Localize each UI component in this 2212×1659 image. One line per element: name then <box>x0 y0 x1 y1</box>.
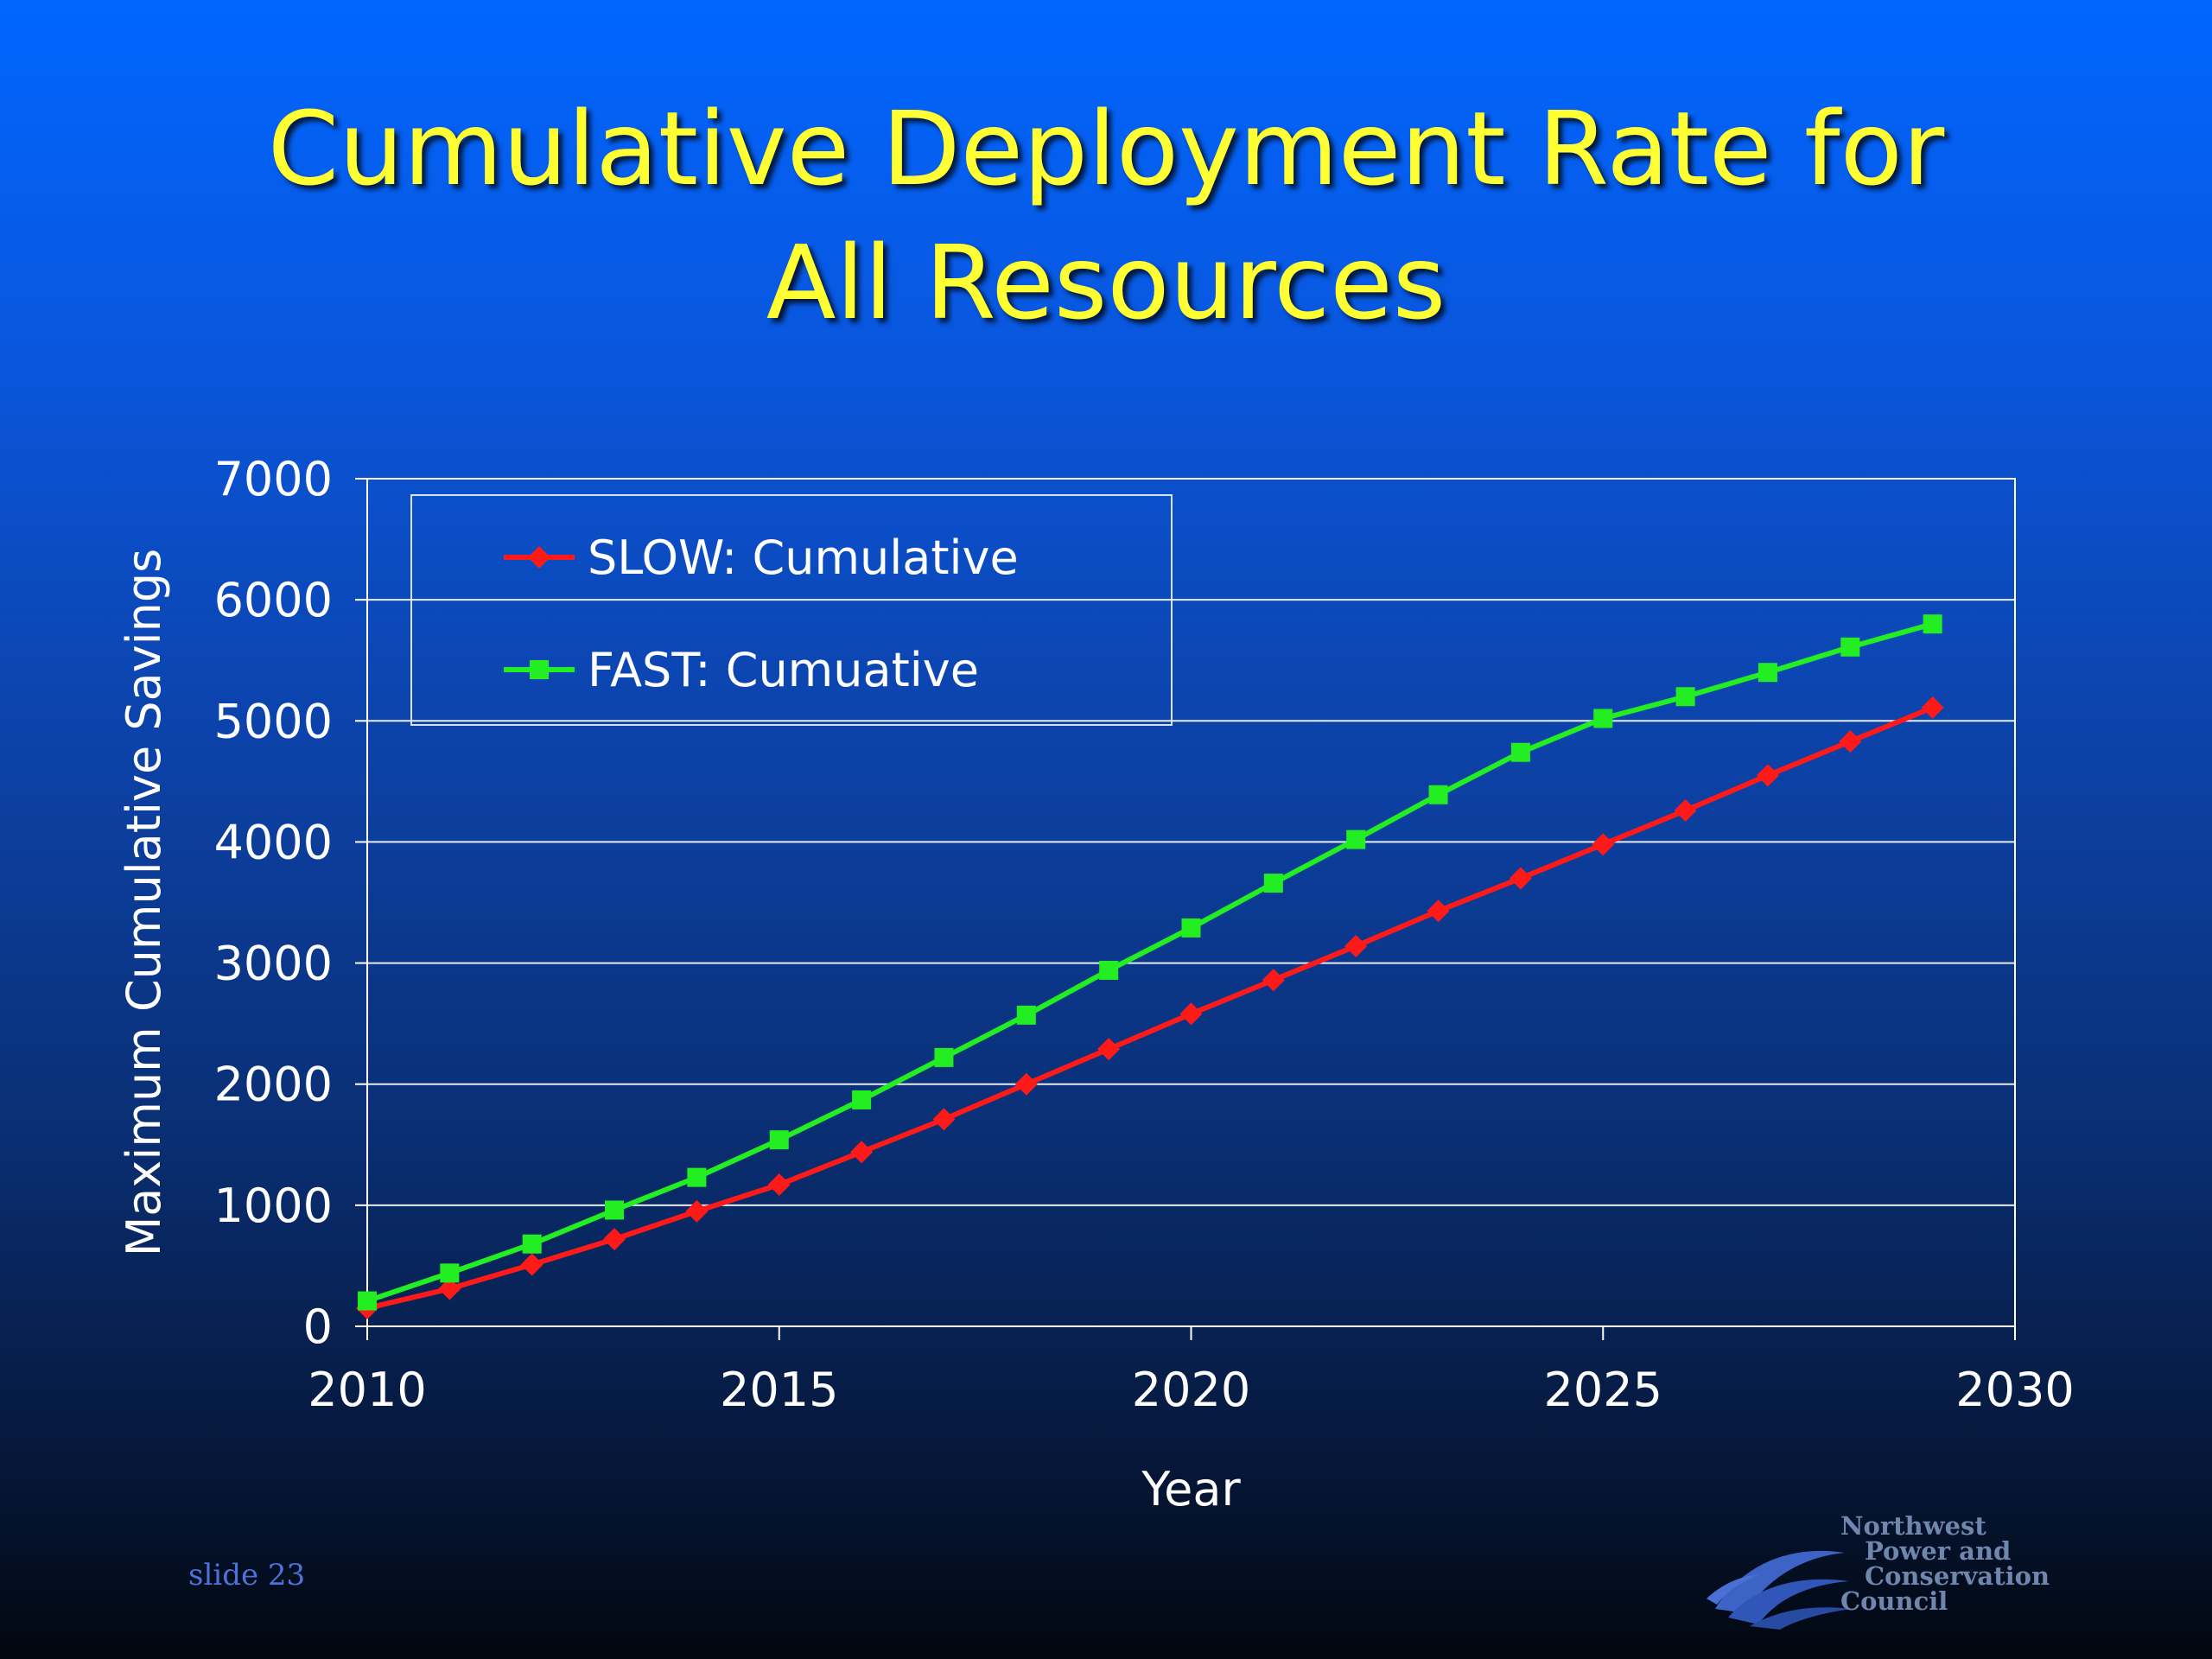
data-point <box>1263 874 1283 893</box>
legend-swatch-marker <box>528 546 550 569</box>
slide-title-line-2: All Resources <box>766 223 1446 342</box>
data-point <box>1427 899 1450 923</box>
series-slow <box>356 696 1944 1319</box>
data-point <box>1593 709 1613 728</box>
data-point <box>522 1234 542 1254</box>
data-point <box>438 1277 461 1300</box>
x-tick-label: 2010 <box>308 1363 426 1417</box>
logo-line-3: Conservation <box>1865 1561 2050 1591</box>
data-point <box>1344 934 1368 957</box>
data-point <box>1181 918 1201 938</box>
legend-label: FAST: Cumuative <box>588 643 979 697</box>
axis-ticks: 0 1000 2000 3000 4000 5000 6000 7000 2010 2015 202… <box>214 452 2075 1417</box>
logo-line-4: Council <box>1840 1586 1948 1616</box>
data-point <box>1921 696 1944 719</box>
slide-title-line-1: Cumulative Deployment Rate for <box>267 89 1945 208</box>
data-point <box>767 1173 791 1197</box>
data-point <box>687 1167 707 1187</box>
data-point <box>934 1047 954 1067</box>
data-point <box>1509 867 1532 890</box>
data-point <box>1592 833 1615 856</box>
series-fast <box>358 614 1942 1311</box>
data-point <box>769 1130 789 1150</box>
y-tick-label: 0 <box>303 1300 333 1354</box>
y-tick-label: 1000 <box>214 1179 333 1233</box>
logo-text: Northwest Power and Conservation Council <box>1840 1514 2069 1614</box>
y-tick-label: 2000 <box>214 1058 333 1112</box>
data-point <box>1674 798 1697 822</box>
wave-logo-icon <box>1707 1550 1852 1630</box>
data-point <box>1923 614 1942 634</box>
y-tick-label: 7000 <box>214 452 333 506</box>
logo-line-2: Power and <box>1865 1536 2012 1566</box>
data-point <box>1014 1072 1038 1096</box>
data-point <box>1839 730 1862 753</box>
data-point <box>1016 1005 1036 1025</box>
chart-legend: SLOW: Cumulative FAST: Cumuative <box>410 494 1173 726</box>
plot-area-frame <box>366 478 2016 1327</box>
data-point <box>932 1108 956 1131</box>
data-point <box>603 1228 626 1251</box>
x-tick-label: 2020 <box>1132 1363 1250 1417</box>
series-line <box>366 621 1934 1304</box>
chart-gridlines <box>367 478 2015 1327</box>
data-point <box>520 1253 543 1276</box>
data-point <box>358 1291 377 1311</box>
y-tick-label: 4000 <box>214 815 333 869</box>
data-point <box>1097 1038 1121 1061</box>
y-axis-title: Maximum Cumulative Savings <box>117 549 171 1257</box>
slide-number: slide 23 <box>188 1558 306 1592</box>
data-point <box>1756 764 1779 787</box>
series-line <box>366 705 1934 1311</box>
data-point <box>852 1090 872 1109</box>
data-point <box>1510 742 1530 762</box>
y-tick-label: 5000 <box>214 694 333 748</box>
data-point <box>605 1200 625 1220</box>
data-point <box>440 1263 460 1283</box>
slide-title: Cumulative Deployment Rate for All Resou… <box>0 82 2212 350</box>
x-tick-label: 2025 <box>1544 1363 1662 1417</box>
data-point <box>1675 687 1695 707</box>
council-logo: Northwest Power and Conservation Council <box>1707 1514 2069 1635</box>
y-tick-label: 3000 <box>214 937 333 991</box>
data-point <box>850 1141 874 1164</box>
data-point <box>1179 1002 1203 1026</box>
x-axis-title: Year <box>1141 1462 1241 1516</box>
chart-series <box>356 614 1944 1319</box>
x-tick-label: 2030 <box>1955 1363 2074 1417</box>
data-point <box>1099 960 1119 980</box>
data-point <box>1428 785 1448 804</box>
logo-line-1: Northwest <box>1840 1511 1986 1541</box>
data-point <box>1346 830 1366 849</box>
legend-item: SLOW: Cumulative <box>504 531 1019 585</box>
legend-box <box>410 494 1173 726</box>
x-tick-label: 2015 <box>720 1363 838 1417</box>
legend-swatch-marker <box>530 660 549 679</box>
data-point <box>685 1199 709 1223</box>
data-point <box>1758 663 1777 683</box>
legend-item: FAST: Cumuative <box>504 643 979 697</box>
legend-label: SLOW: Cumulative <box>588 531 1019 585</box>
y-tick-label: 6000 <box>214 573 333 627</box>
data-point <box>1262 969 1285 992</box>
data-point <box>1840 637 1860 657</box>
